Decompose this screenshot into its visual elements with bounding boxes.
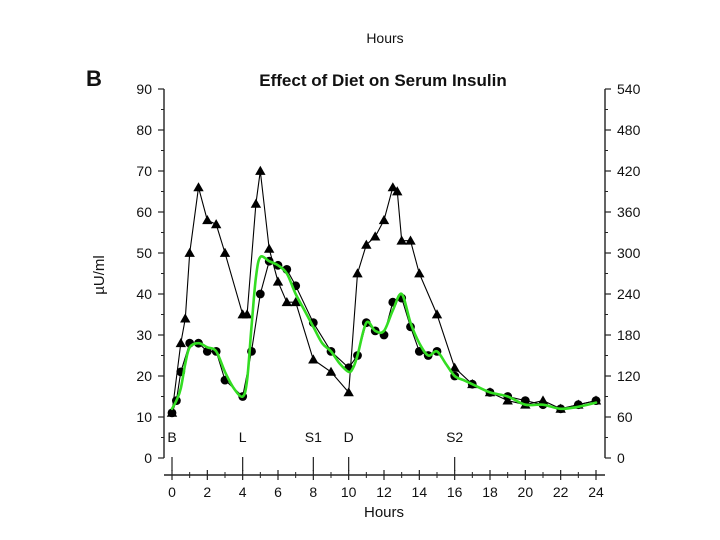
triangle-point [263,243,275,253]
triangle-point [272,276,284,286]
triangle-point [175,338,187,348]
triangle-point [361,239,372,249]
panel-letter: B [86,66,102,91]
y2-tick-label: 300 [617,245,641,261]
triangle-point [210,219,222,229]
triangle-point [431,309,443,319]
top-cut-axis-label: Hours [366,30,404,46]
triangle-point [281,297,293,307]
triangle-point [392,186,403,196]
x-tick-label: 16 [447,484,463,500]
fit-curve-line [170,255,598,411]
triangle-series-line [171,170,597,413]
y2-tick-label: 0 [617,450,625,466]
x-tick-label: 24 [588,484,604,500]
circle-point [255,289,265,299]
triangle-point [343,387,354,397]
y-tick-label: 10 [136,409,152,425]
triangle-point [180,313,191,323]
x-axis-title: Hours [364,504,404,521]
y-tick-label: 60 [136,204,152,220]
y2-tick-label: 60 [617,409,633,425]
y2-tick-label: 120 [617,368,641,384]
x-tick-label: 20 [518,484,534,500]
y2-tick-label: 420 [617,163,641,179]
triangle-point [202,215,213,225]
x-tick-label: 8 [309,484,317,500]
y-tick-label: 30 [136,327,152,343]
x-tick-label: 4 [239,484,247,500]
circle-point [167,408,177,418]
y2-tick-label: 540 [617,81,641,97]
triangle-point [369,231,381,241]
triangle-point [184,247,195,257]
triangle-point [396,235,407,245]
meal-marker-label: S2 [446,429,463,445]
y2-tick-label: 360 [617,204,641,220]
meal-marker-label: B [167,429,176,445]
series-group [166,165,602,418]
x-tick-label: 2 [203,484,211,500]
x-tick-label: 14 [412,484,428,500]
meal-marker-label: D [344,429,354,445]
triangle-point [241,309,253,319]
y-tick-label: 40 [136,286,152,302]
x-tick-label: 10 [341,484,357,500]
y-axis-title: µU/ml [91,255,108,294]
meal-marker-label: S1 [305,429,322,445]
triangle-point [378,215,390,225]
triangle-point [219,247,231,257]
y2-tick-label: 180 [617,327,641,343]
x-tick-label: 18 [482,484,498,500]
y-tick-label: 70 [136,163,152,179]
axes-group: 0102030405060708090060120180240300360420… [136,81,640,500]
x-tick-label: 22 [553,484,569,500]
y-tick-label: 90 [136,81,152,97]
y2-tick-label: 240 [617,286,641,302]
triangle-point [308,354,319,364]
y-tick-label: 20 [136,368,152,384]
triangle-point [352,268,363,278]
x-tick-label: 0 [168,484,176,500]
x-tick-label: 6 [274,484,282,500]
x-tick-label: 12 [376,484,392,500]
triangle-point [387,182,399,192]
y-tick-label: 0 [144,450,152,466]
chart-title: Effect of Diet on Serum Insulin [259,71,506,90]
meal-marker-label: L [239,429,247,445]
y2-tick-label: 480 [617,122,641,138]
y-tick-label: 50 [136,245,152,261]
triangle-point [290,297,301,307]
triangle-point [449,362,460,372]
y-tick-label: 80 [136,122,152,138]
triangle-point [193,182,204,192]
triangle-point [255,165,266,175]
triangle-point [325,366,337,376]
triangle-point [405,235,416,245]
triangle-point [414,268,425,278]
triangle-point [250,198,262,208]
